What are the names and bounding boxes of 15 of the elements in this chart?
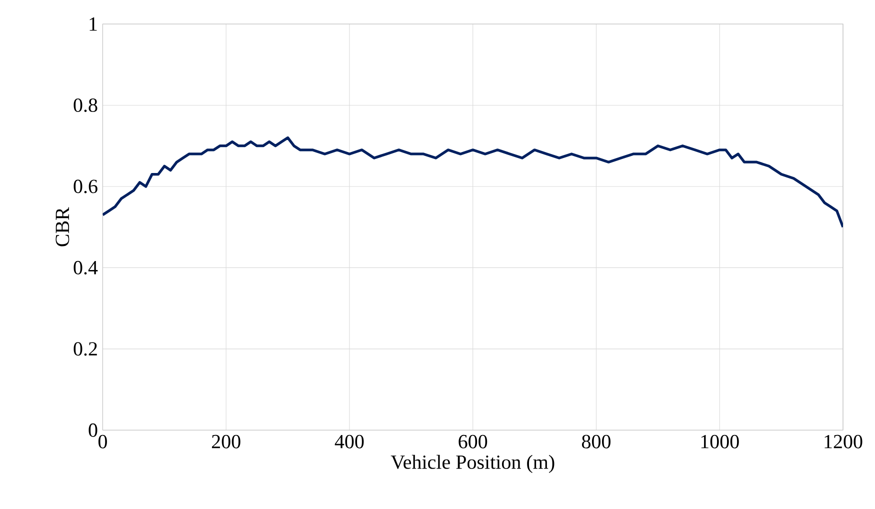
y-tick-label: 0.2: [74, 342, 97, 356]
y-tick-label: 0.6: [74, 180, 98, 194]
x-tick-label: 600: [458, 434, 488, 448]
y-tick-label: 1: [90, 17, 97, 31]
y-tick-label: 0: [88, 423, 98, 437]
x-tick-label: 400: [334, 434, 364, 448]
x-tick-label: 200: [212, 434, 240, 448]
x-tick-label: 1000: [701, 434, 739, 448]
x-axis-title: Vehicle Position (m): [390, 454, 554, 473]
x-tick-label: 0: [98, 434, 107, 448]
y-tick-label: 0.4: [74, 260, 98, 274]
x-tick-label: 800: [582, 434, 610, 448]
y-axis-title: CBR: [56, 207, 70, 246]
y-tick-label: 0.8: [74, 98, 98, 112]
x-tick-label: 1200: [824, 434, 862, 448]
